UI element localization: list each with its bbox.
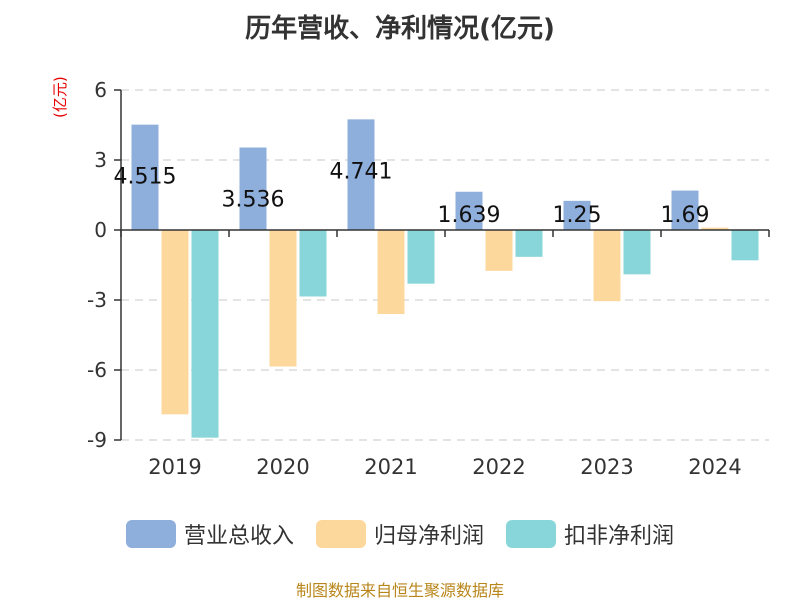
x-tick-label: 2019 <box>148 455 201 479</box>
legend-item-deducted-net-profit[interactable]: 扣非净利润 <box>506 518 674 550</box>
legend-label-revenue: 营业总收入 <box>183 524 294 549</box>
data-label: 4.515 <box>114 165 177 190</box>
bar-net-profit <box>485 230 513 271</box>
legend-item-revenue[interactable]: 营业总收入 <box>125 518 294 550</box>
legend-label-deducted-net-profit: 扣非净利润 <box>564 524 675 549</box>
x-tick-label: 2024 <box>688 455 741 479</box>
bar-revenue <box>671 190 699 230</box>
bar-revenue <box>131 124 159 230</box>
legend-swatch-revenue <box>125 520 176 548</box>
x-tick-label: 2022 <box>472 455 525 479</box>
bar-deducted-net-profit <box>515 230 543 257</box>
x-tick-label: 2021 <box>364 455 417 479</box>
bar-net-profit <box>161 230 189 415</box>
chart-title: 历年营收、净利情况(亿元) <box>245 14 555 44</box>
y-tick-label: -3 <box>87 288 107 312</box>
bar-net-profit <box>593 230 621 302</box>
data-label: 1.639 <box>438 203 501 228</box>
bar-revenue <box>455 191 483 230</box>
bar-deducted-net-profit <box>191 230 219 438</box>
bar-deducted-net-profit <box>407 230 435 284</box>
source-note: 制图数据来自恒生聚源数据库 <box>295 581 504 600</box>
legend-item-net-profit[interactable]: 归母净利润 <box>315 518 484 550</box>
x-tick-label: 2020 <box>256 455 309 479</box>
y-tick-label: 6 <box>94 78 107 102</box>
legend-swatch-deducted-net-profit <box>506 520 556 548</box>
bar-net-profit <box>377 230 405 314</box>
bar-deducted-net-profit <box>299 230 327 297</box>
bar-revenue <box>563 200 591 230</box>
x-tick-label: 2023 <box>580 455 633 479</box>
legend: 营业总收入 归母净利润 扣非净利润 <box>0 518 800 550</box>
data-label: 4.741 <box>330 159 393 184</box>
data-label: 3.536 <box>222 187 285 212</box>
data-label: 1.25 <box>553 203 602 228</box>
y-tick-label: -9 <box>87 428 107 452</box>
y-tick-label: 0 <box>94 218 107 242</box>
bar-deducted-net-profit <box>731 230 759 261</box>
bar-deducted-net-profit <box>623 230 651 275</box>
bar-revenue <box>239 147 267 230</box>
legend-swatch-net-profit <box>315 520 366 548</box>
bar-revenue <box>347 119 375 230</box>
data-label: 1.69 <box>661 203 710 228</box>
y-tick-label: 3 <box>94 148 107 172</box>
legend-label-net-profit: 归母净利润 <box>373 524 484 549</box>
y-tick-label: -6 <box>87 358 107 382</box>
bar-net-profit <box>269 230 297 367</box>
bar-net-profit <box>701 227 729 230</box>
